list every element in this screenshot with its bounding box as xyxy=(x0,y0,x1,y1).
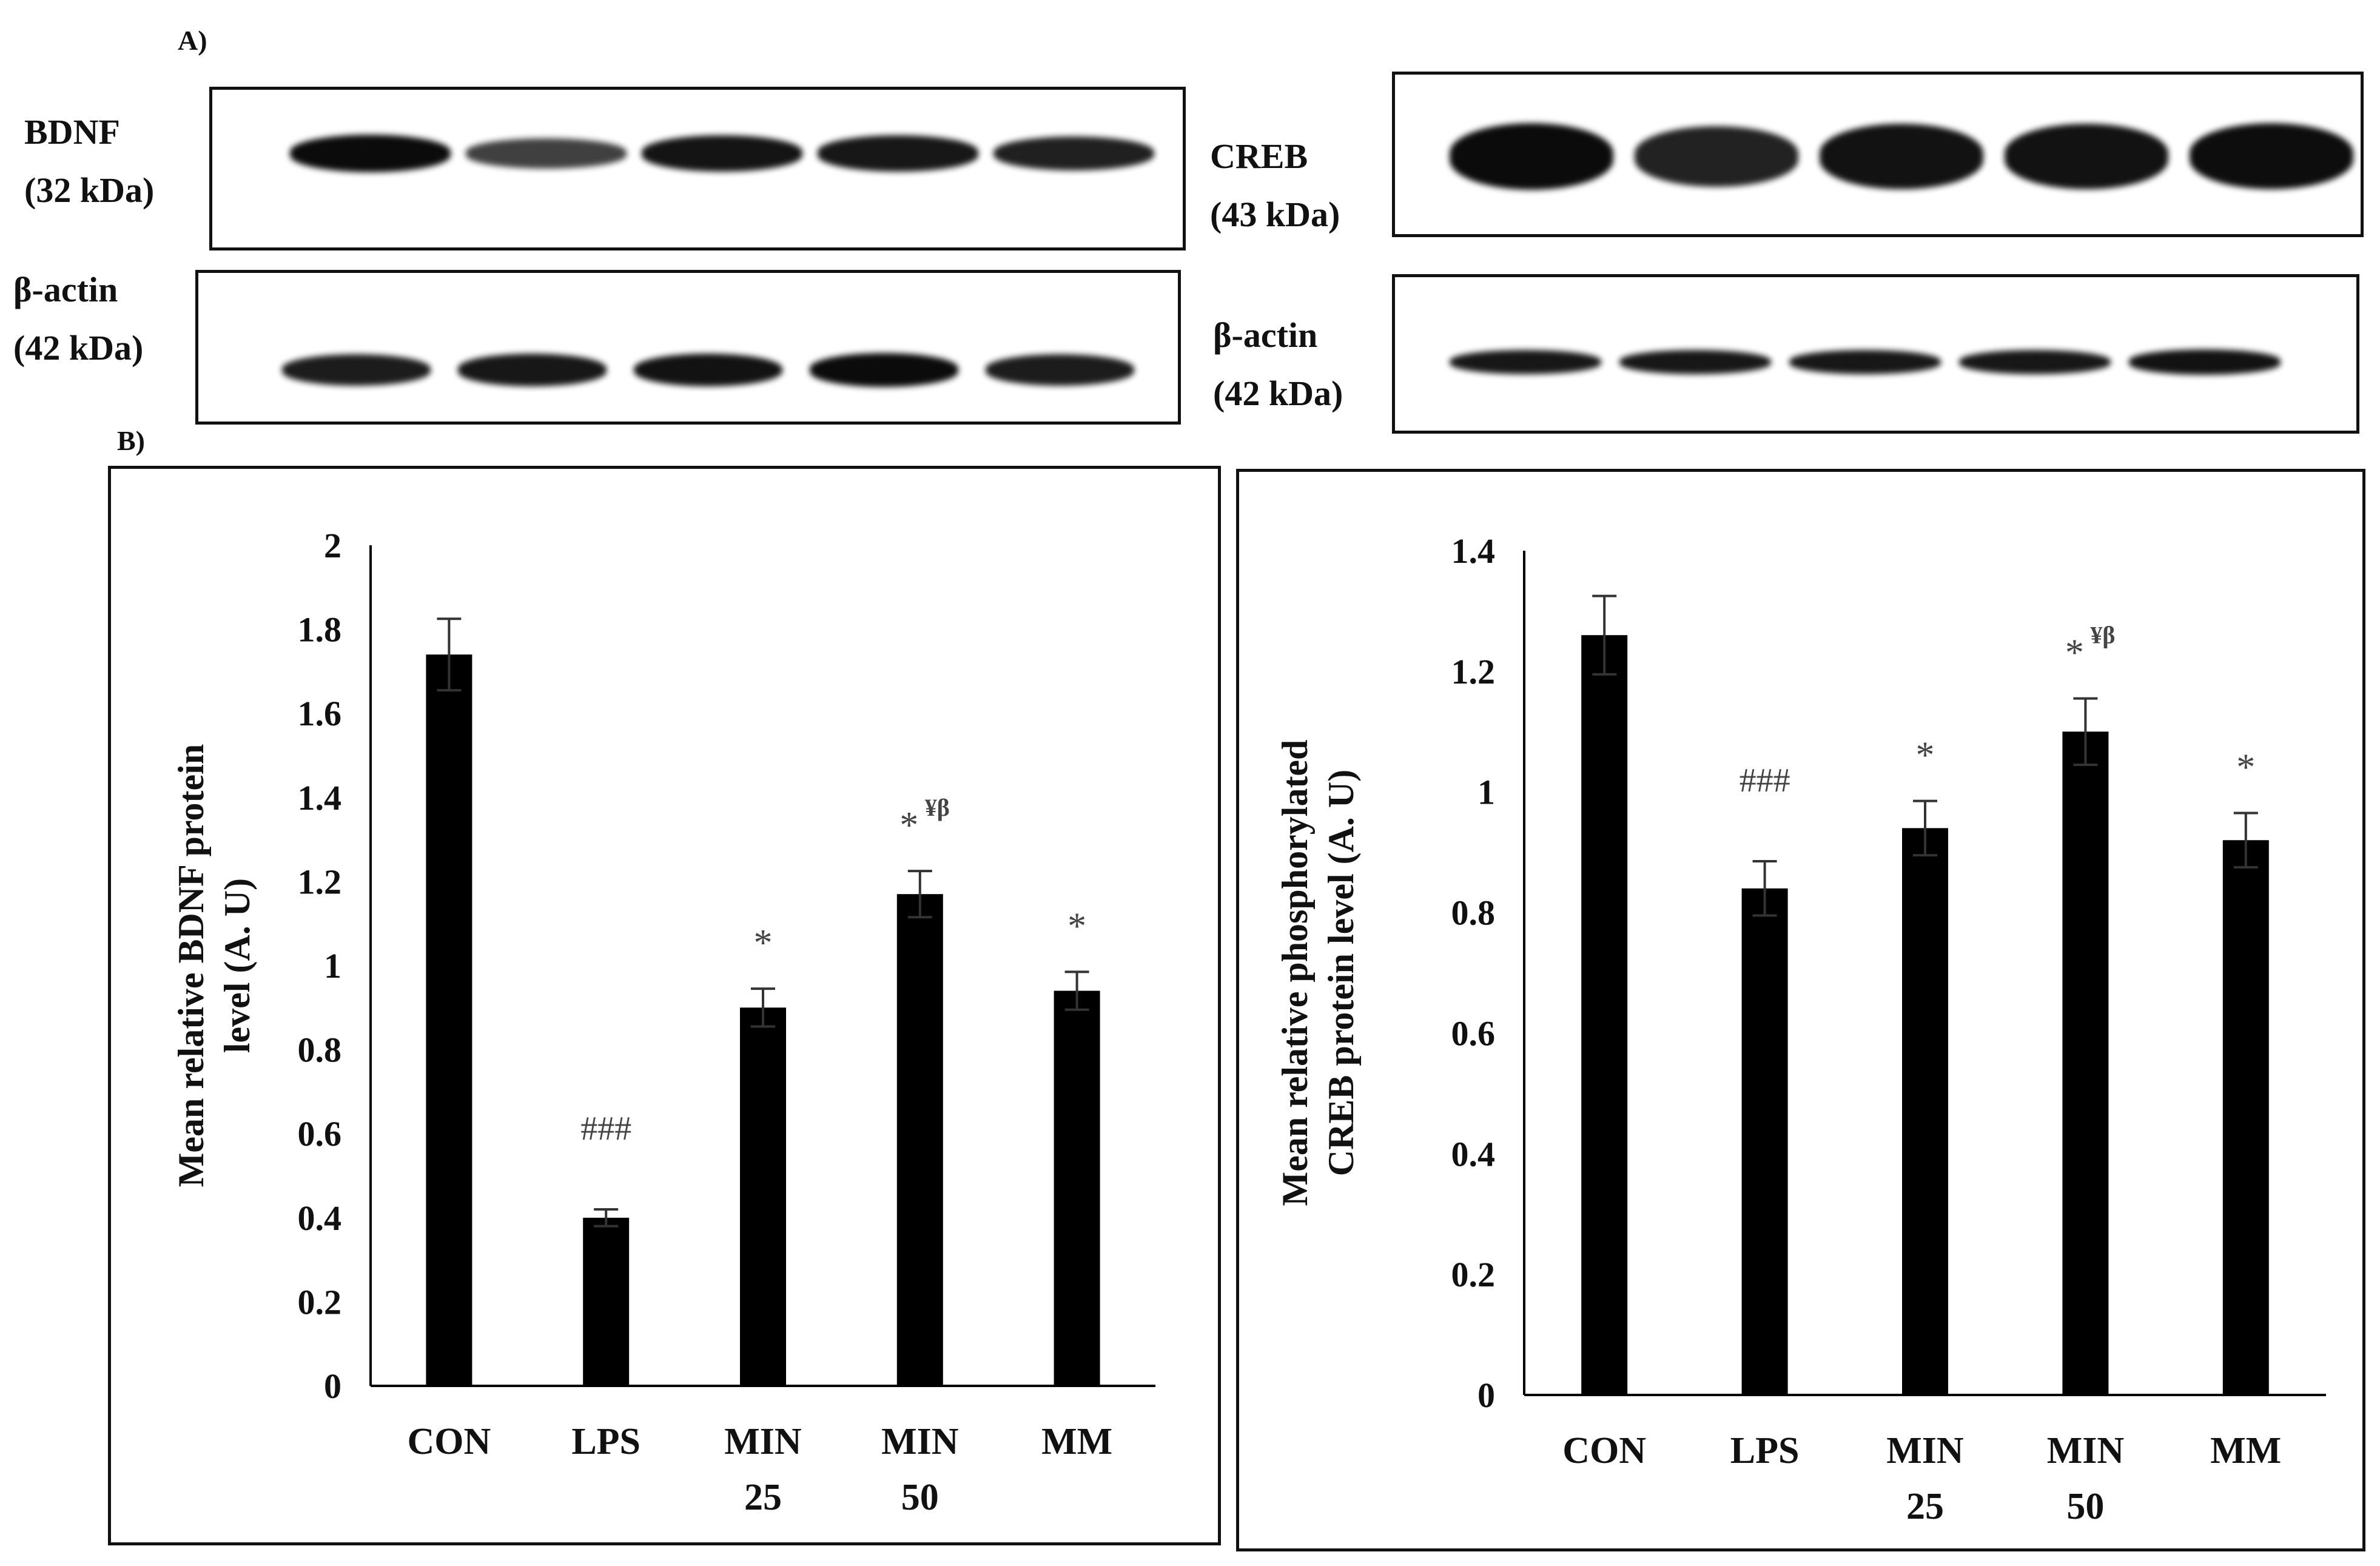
significance-marker: ### xyxy=(1740,762,1790,799)
right-actin-name: β-actin xyxy=(1213,315,1318,355)
x-category-label: MIN xyxy=(881,1421,958,1462)
creb-band-5 xyxy=(2190,123,2353,190)
bdnf-band-3 xyxy=(641,135,802,172)
significance-marker: * xyxy=(2236,747,2255,788)
bdnf-bar-chart: 0 0.2 0.4 0.6 0.8 1 1.2 1.4 1.6 1.8 2 Mean relative… xyxy=(171,526,1155,1518)
creb-band-1 xyxy=(1450,123,1613,190)
significance-marker: * xyxy=(754,922,773,964)
left-actin-band-5 xyxy=(985,354,1134,386)
x-category-label: MIN xyxy=(724,1421,801,1462)
bar xyxy=(1902,828,1948,1395)
right-actin-band-5 xyxy=(2129,349,2281,375)
y-tick-label: 1.2 xyxy=(1451,652,1496,691)
left-actin-band-4 xyxy=(809,353,958,387)
bar xyxy=(1741,888,1788,1395)
x-category-label: 50 xyxy=(901,1477,939,1518)
y-tick-label: 0 xyxy=(1477,1376,1495,1415)
x-category-label: LPS xyxy=(571,1421,640,1462)
x-category-label: 25 xyxy=(1906,1486,1944,1527)
creb-kda: (43 kDa) xyxy=(1210,194,1340,234)
y-axis-label-line: Mean relative phosphorylated xyxy=(1275,740,1315,1206)
panel-a-label: A) xyxy=(178,25,207,56)
y-tick-label: 0.2 xyxy=(1451,1255,1496,1294)
bdnf-blot-label: BDNF (32 kDa) xyxy=(24,103,154,219)
y-tick-label: 0.4 xyxy=(298,1198,342,1238)
bar xyxy=(2222,840,2269,1395)
panel-b-label: B) xyxy=(117,425,145,456)
bdnf-band-2 xyxy=(465,138,627,169)
y-tick-label: 1.4 xyxy=(298,778,342,818)
creb-band-4 xyxy=(2005,124,2168,189)
right-beta-actin-western-blot xyxy=(1392,274,2359,434)
bdnf-chart-frame: 0 0.2 0.4 0.6 0.8 1 1.2 1.4 1.6 1.8 2 Mean relative… xyxy=(108,466,1221,1545)
y-tick-label: 0 xyxy=(324,1366,341,1406)
right-actin-band-4 xyxy=(1959,349,2111,375)
bdnf-western-blot xyxy=(209,87,1186,250)
y-tick-label: 0.6 xyxy=(298,1114,342,1154)
x-category-label: 50 xyxy=(2066,1486,2104,1527)
right-actin-blot-label: β-actin (42 kDa) xyxy=(1213,306,1343,422)
x-category-label: LPS xyxy=(1730,1430,1800,1471)
right-actin-kda: (42 kDa) xyxy=(1213,373,1343,413)
bar xyxy=(1054,990,1100,1386)
bar xyxy=(426,654,472,1386)
bar xyxy=(2062,731,2109,1395)
left-actin-blot-label: β-actin (42 kDa) xyxy=(13,261,143,377)
x-category-label: MM xyxy=(1041,1421,1112,1462)
x-category-label: MM xyxy=(2210,1430,2281,1471)
y-tick-label: 1.8 xyxy=(298,610,342,650)
y-tick-label: 0.8 xyxy=(1451,893,1496,933)
creb-blot-label: CREB (43 kDa) xyxy=(1210,127,1340,243)
y-tick-label: 1.4 xyxy=(1451,531,1496,571)
significance-marker: ### xyxy=(580,1110,631,1148)
left-actin-name: β-actin xyxy=(13,270,118,309)
bdnf-band-5 xyxy=(993,136,1154,171)
creb-name: CREB xyxy=(1210,136,1308,176)
bdnf-name: BDNF xyxy=(24,112,120,152)
right-actin-band-3 xyxy=(1789,349,1941,375)
y-tick-label: 2 xyxy=(324,526,341,565)
y-tick-label: 0.4 xyxy=(1451,1134,1496,1174)
significance-marker: * xyxy=(899,805,918,846)
x-category-label: 25 xyxy=(744,1477,782,1518)
left-actin-band-2 xyxy=(457,354,607,386)
x-category-label: MIN xyxy=(2047,1430,2124,1471)
y-axis-label-line: Mean relative BDNF protein xyxy=(171,744,211,1187)
y-tick-label: 1 xyxy=(324,946,341,986)
y-tick-label: 1.2 xyxy=(298,862,342,901)
significance-superscript: ¥β xyxy=(2090,622,2115,649)
significance-marker: * xyxy=(1916,735,1935,776)
bdnf-band-4 xyxy=(817,135,978,172)
significance-superscript: ¥β xyxy=(925,794,950,821)
left-beta-actin-western-blot xyxy=(195,270,1181,425)
bar xyxy=(583,1217,630,1386)
creb-western-blot xyxy=(1392,72,2364,237)
y-tick-label: 1.6 xyxy=(298,694,342,733)
creb-band-3 xyxy=(1820,124,1983,189)
significance-marker: * xyxy=(2065,633,2084,674)
bdnf-band-1 xyxy=(289,135,451,172)
bar xyxy=(896,894,943,1386)
creb-bar-chart: 0 0.2 0.4 0.6 0.8 1 1.2 1.4 Mean relative phosph… xyxy=(1275,531,2326,1527)
left-actin-band-1 xyxy=(281,354,431,386)
creb-chart-frame: 0 0.2 0.4 0.6 0.8 1 1.2 1.4 Mean relative phosph… xyxy=(1236,469,2365,1551)
y-tick-label: 0.6 xyxy=(1451,1013,1496,1053)
y-axis-label-line: level (A. U) xyxy=(217,878,257,1053)
y-tick-label: 0.2 xyxy=(298,1282,342,1322)
bar xyxy=(740,1007,786,1386)
bdnf-kda: (32 kDa) xyxy=(24,170,155,210)
y-tick-label: 0.8 xyxy=(298,1030,342,1070)
creb-band-2 xyxy=(1635,126,1798,187)
significance-marker: * xyxy=(1067,906,1086,947)
left-actin-band-3 xyxy=(633,353,782,387)
right-actin-band-2 xyxy=(1619,349,1771,375)
x-category-label: MIN xyxy=(1886,1430,1963,1471)
x-category-label: CON xyxy=(1562,1430,1646,1471)
y-axis-label-line: CREB protein level (A. U) xyxy=(1321,770,1361,1177)
right-actin-band-1 xyxy=(1450,349,1601,375)
x-category-label: CON xyxy=(408,1421,491,1462)
y-tick-label: 1 xyxy=(1477,773,1495,812)
left-actin-kda: (42 kDa) xyxy=(13,328,144,368)
bar xyxy=(1581,635,1628,1395)
